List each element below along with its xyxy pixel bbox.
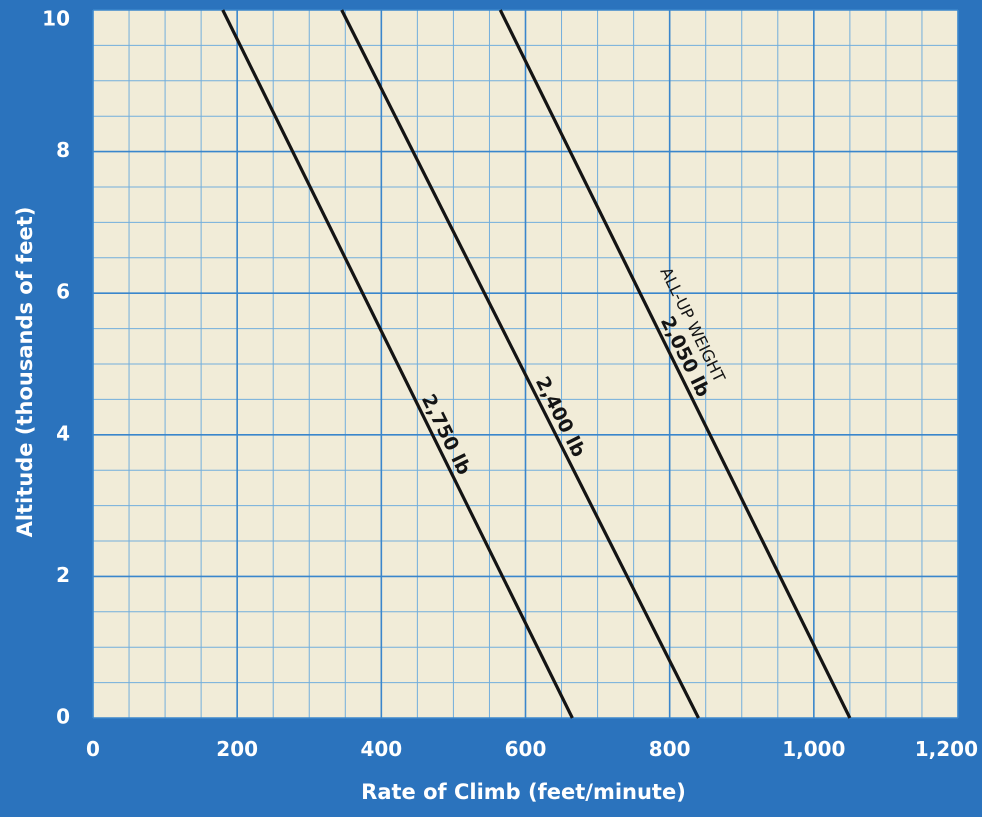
x-tick-label: 200 [216, 737, 258, 761]
x-tick-labels: 0 200 400 600 800 1,000 1,200 [86, 737, 978, 761]
series-line-1 [221, 9, 574, 719]
series-lines [221, 9, 852, 719]
y-tick-label: 4 [56, 421, 70, 445]
series-line-3 [498, 9, 852, 719]
y-tick-label: 10 [42, 7, 70, 31]
y-tick-label: 8 [56, 138, 70, 162]
x-tick-label: 0 [86, 737, 100, 761]
x-tick-label: 400 [360, 737, 402, 761]
major-gridlines [92, 9, 959, 719]
y-tick-labels: 0 2 4 6 8 10 [42, 7, 70, 729]
y-axis-label: Altitude (thousands of feet) [13, 207, 37, 538]
y-tick-label: 2 [56, 563, 70, 587]
x-axis-label: Rate of Climb (feet/minute) [361, 780, 686, 804]
x-tick-label: 1,000 [782, 737, 845, 761]
series-line-2 [340, 9, 700, 719]
x-tick-label: 800 [649, 737, 691, 761]
y-tick-label: 0 [56, 705, 70, 729]
x-tick-label: 600 [505, 737, 547, 761]
x-tick-label: 1,200 [915, 737, 978, 761]
y-tick-label: 6 [56, 280, 70, 304]
